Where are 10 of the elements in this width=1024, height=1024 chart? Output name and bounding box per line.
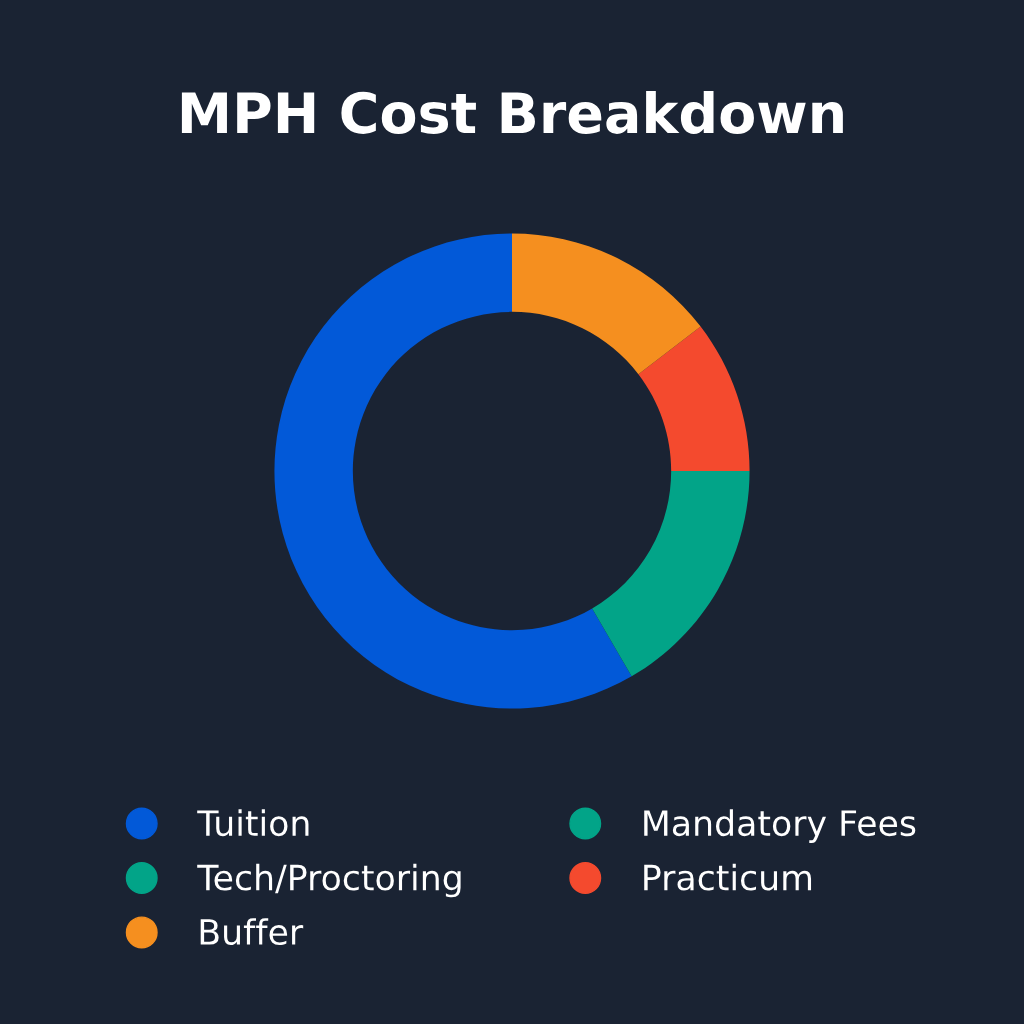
- donut-slice: [638, 326, 750, 472]
- chart-title: MPH Cost Breakdown: [181, 90, 843, 134]
- legend-label: Tech/Proctoring: [197, 863, 461, 898]
- legend-label: Mandatory Fees: [644, 809, 916, 843]
- donut-slice: [274, 233, 632, 709]
- legend-label: Buffer: [200, 918, 304, 946]
- legend-label: Tuition: [197, 809, 309, 837]
- legend-label: Practicum: [644, 863, 812, 891]
- donut-slice: [592, 471, 750, 677]
- donut-slice: [512, 233, 701, 375]
